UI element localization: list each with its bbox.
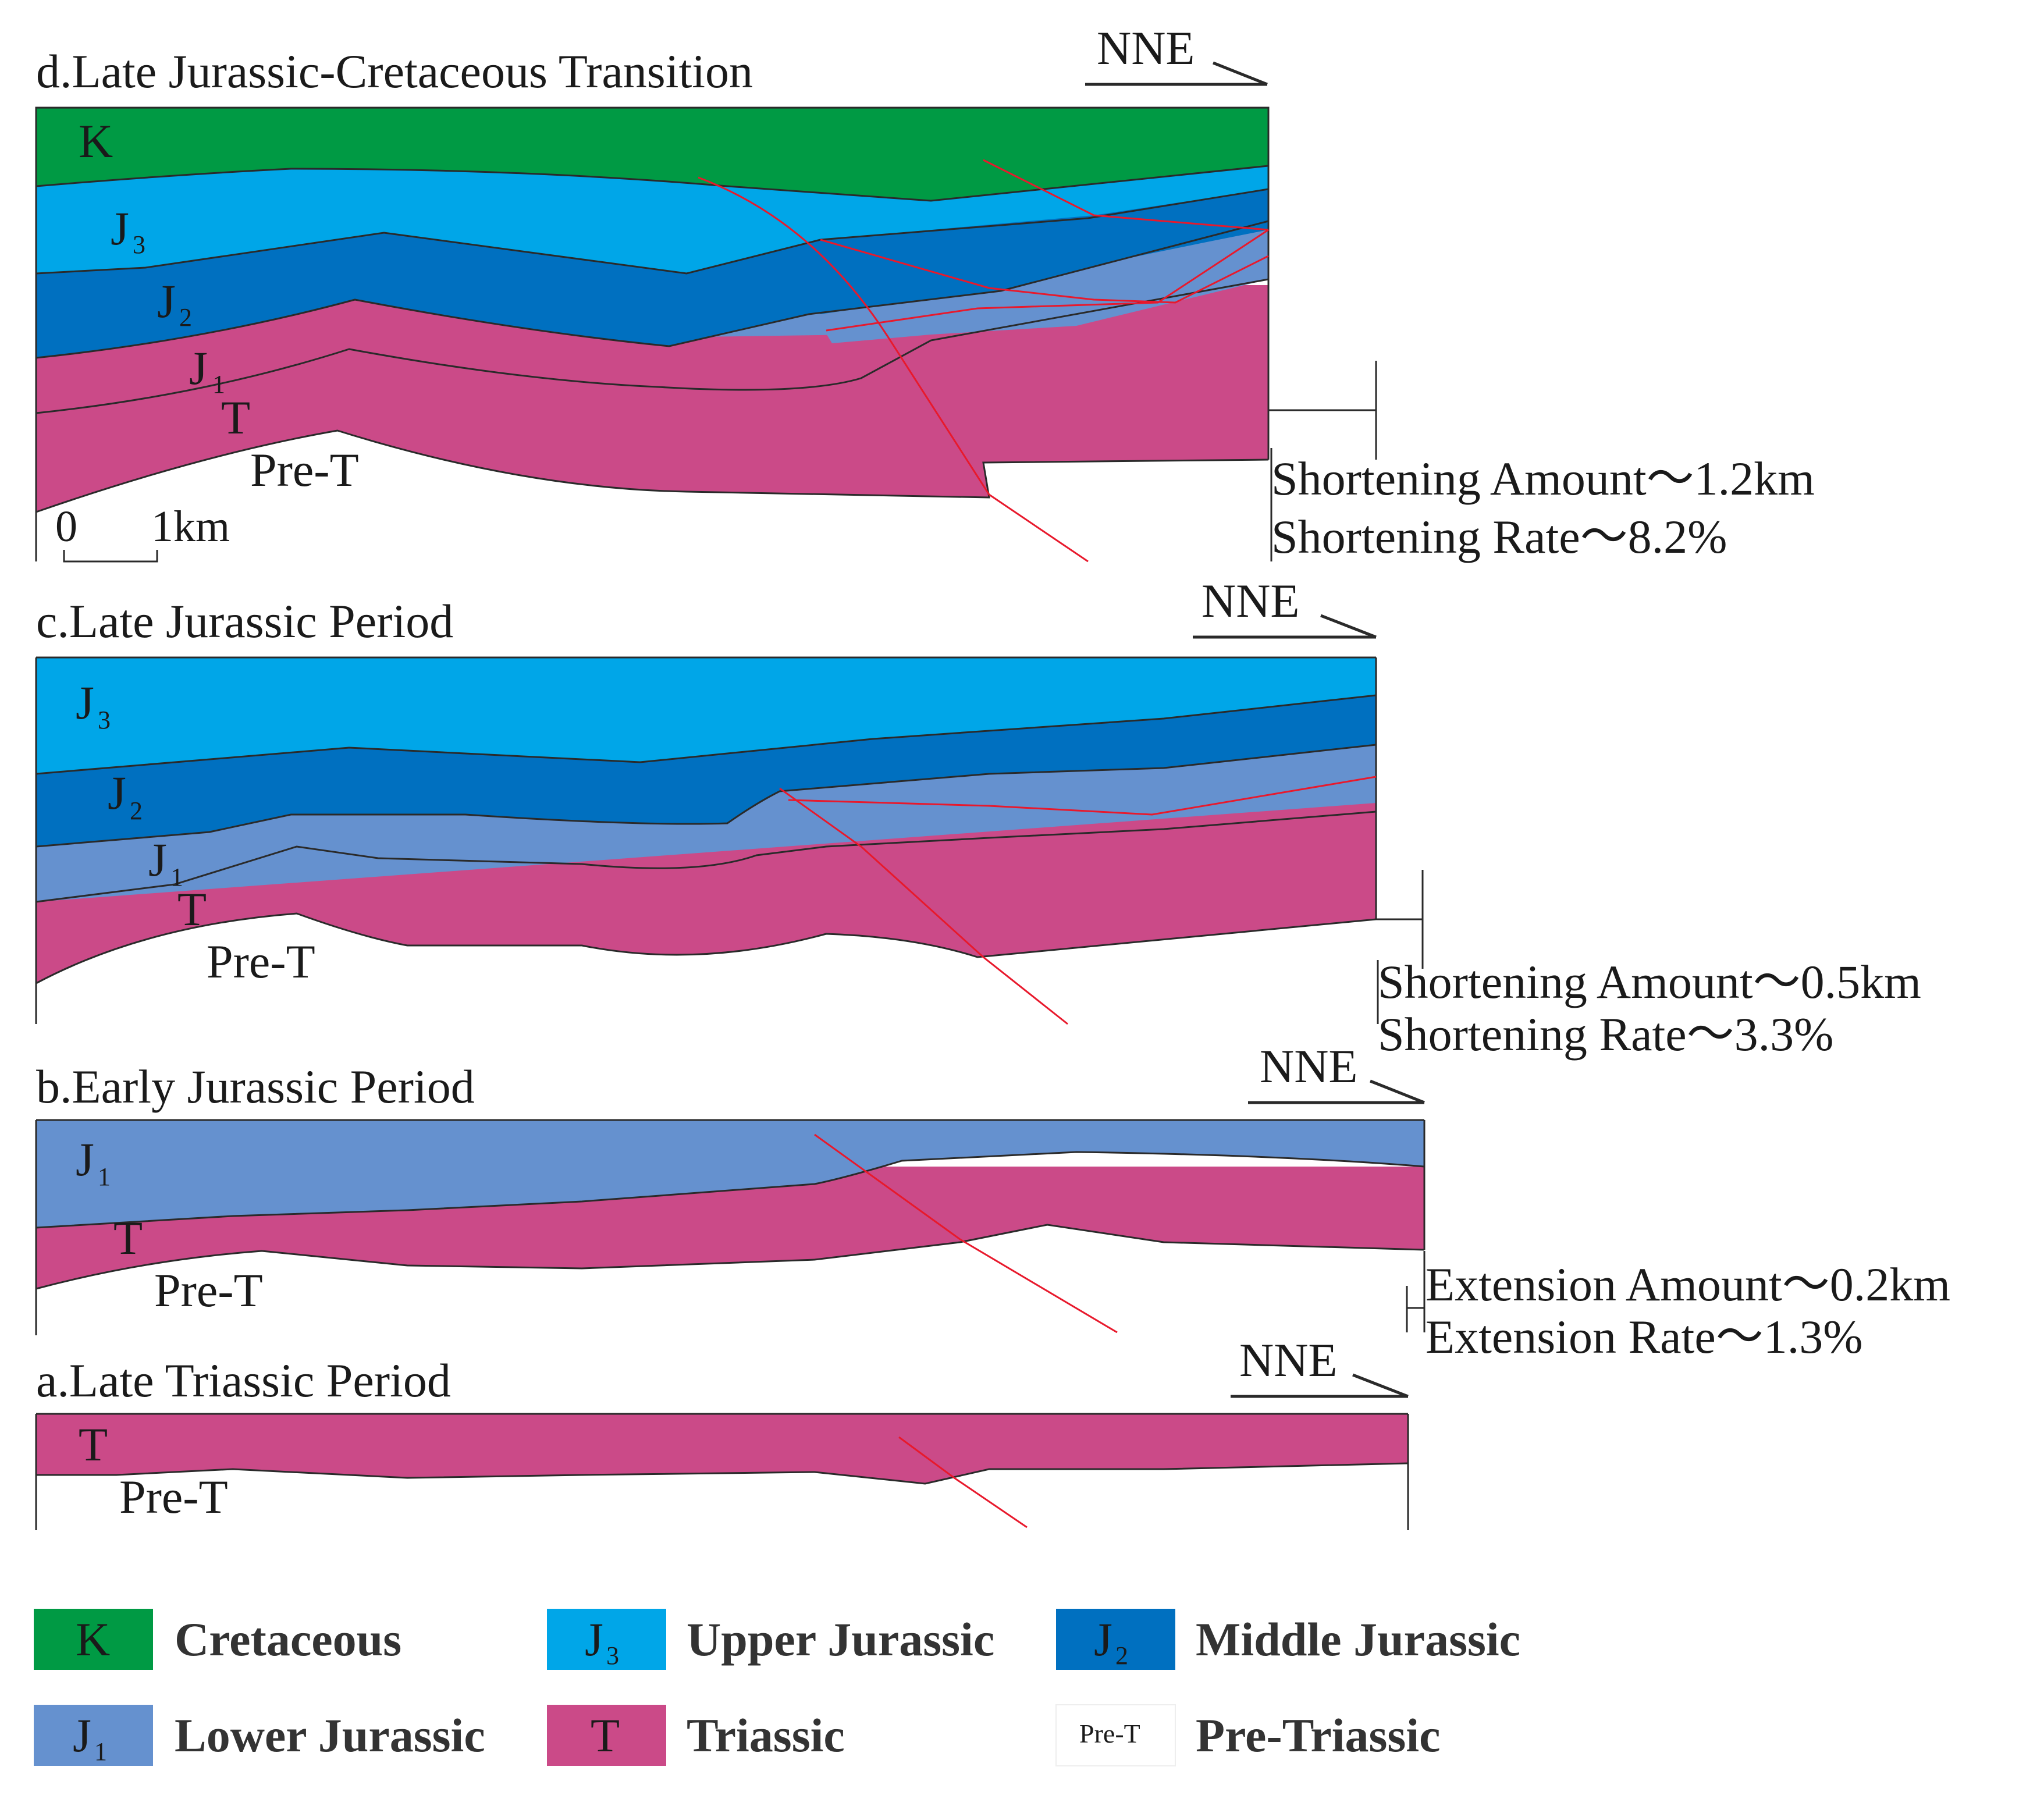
label-pret-c: Pre-T	[207, 935, 315, 988]
direction-arrow-c: NNE	[1193, 574, 1376, 637]
label-j2-d: J	[157, 275, 176, 328]
direction-label-b: NNE	[1260, 1040, 1358, 1093]
scale-one: 1km	[151, 502, 230, 551]
label-j3-d: J	[111, 202, 129, 255]
direction-label-a: NNE	[1239, 1334, 1338, 1387]
direction-arrow-a: NNE	[1231, 1334, 1408, 1396]
panel-d: d.Late Jurassic-Cretaceous Transition NN…	[36, 22, 1815, 563]
label-t-b: T	[113, 1211, 143, 1264]
legend-name-cretaceous: Cretaceous	[175, 1613, 401, 1666]
label-j3-sub-c: 3	[98, 706, 111, 734]
panel-b-title: b.Early Jurassic Period	[36, 1060, 475, 1113]
label-j1-b: J	[76, 1133, 94, 1186]
direction-arrow-d: NNE	[1085, 22, 1267, 84]
legend-sub-upper-jurassic: 3	[606, 1641, 619, 1670]
label-k-d: K	[79, 115, 113, 168]
label-t-c: T	[177, 883, 207, 936]
label-j1-c: J	[148, 833, 167, 886]
panel-c-title: c.Late Jurassic Period	[36, 595, 453, 648]
legend-name-lower-jurassic: Lower Jurassic	[175, 1709, 485, 1762]
extension-rate-b: Extension Rate～1.3%	[1426, 1310, 1863, 1363]
legend-swatch-lower-jurassic	[34, 1705, 153, 1766]
measure-bracket-b	[1407, 1251, 1424, 1332]
extension-amount-b: Extension Amount～0.2km	[1426, 1258, 1950, 1311]
direction-head-b	[1370, 1081, 1424, 1103]
panel-c: c.Late Jurassic Period NNE J 3 J 2 J 1 T…	[36, 574, 1921, 1061]
direction-label-c: NNE	[1201, 574, 1300, 627]
direction-head-c	[1321, 616, 1376, 637]
shortening-rate-d: Shortening Rate～8.2%	[1271, 510, 1727, 563]
legend-name-middle-jurassic: Middle Jurassic	[1196, 1613, 1520, 1666]
legend-item-triassic: T Triassic	[547, 1705, 845, 1766]
shortening-amount-d: Shortening Amount～1.2km	[1271, 452, 1815, 505]
legend: K Cretaceous J 3 Upper Jurassic J 2 Midd…	[34, 1609, 1520, 1766]
legend-item-cretaceous: K Cretaceous	[34, 1609, 401, 1670]
label-j1-sub-b: 1	[98, 1162, 111, 1191]
panel-b: b.Early Jurassic Period NNE J 1 T Pre-T …	[36, 1040, 1950, 1363]
legend-symbol-middle-jurassic: J	[1094, 1613, 1112, 1666]
scale-zero: 0	[55, 502, 77, 551]
legend-name-triassic: Triassic	[687, 1709, 845, 1762]
panel-d-title: d.Late Jurassic-Cretaceous Transition	[36, 45, 753, 98]
legend-symbol-lower-jurassic: J	[73, 1709, 91, 1762]
direction-head-a	[1353, 1375, 1408, 1396]
legend-symbol-triassic: T	[591, 1709, 620, 1762]
legend-item-middle-jurassic: J 2 Middle Jurassic	[1056, 1609, 1520, 1670]
legend-name-upper-jurassic: Upper Jurassic	[687, 1613, 994, 1666]
legend-symbol-cretaceous: K	[76, 1613, 110, 1666]
panel-a-title: a.Late Triassic Period	[36, 1354, 451, 1407]
label-pret-d: Pre-T	[250, 443, 359, 496]
shortening-amount-c: Shortening Amount～0.5km	[1378, 955, 1921, 1008]
label-pret-a: Pre-T	[119, 1470, 228, 1523]
legend-sub-lower-jurassic: 1	[94, 1737, 107, 1766]
label-j2-c: J	[108, 766, 126, 819]
scale-bar	[64, 550, 157, 561]
shortening-rate-c: Shortening Rate～3.3%	[1378, 1008, 1833, 1061]
label-j1-d: J	[189, 342, 208, 394]
label-j3-c: J	[76, 676, 94, 729]
label-j2-sub-c: 2	[130, 797, 143, 825]
legend-item-pre-triassic: Pre-T Pre-Triassic	[1056, 1705, 1441, 1766]
label-t-a: T	[79, 1418, 108, 1471]
legend-symbol-upper-jurassic: J	[585, 1613, 603, 1666]
panel-a: a.Late Triassic Period NNE T Pre-T	[36, 1334, 1408, 1530]
direction-label-d: NNE	[1097, 22, 1195, 74]
legend-item-upper-jurassic: J 3 Upper Jurassic	[547, 1609, 994, 1670]
label-j2-sub-d: 2	[179, 303, 192, 332]
label-j3-sub-d: 3	[133, 230, 145, 259]
direction-head-d	[1213, 63, 1267, 84]
legend-name-pre-triassic: Pre-Triassic	[1196, 1709, 1441, 1762]
legend-sub-middle-jurassic: 2	[1115, 1641, 1128, 1670]
label-pret-b: Pre-T	[154, 1264, 263, 1317]
legend-symbol-pre-triassic: Pre-T	[1079, 1719, 1140, 1748]
legend-item-lower-jurassic: J 1 Lower Jurassic	[34, 1705, 485, 1766]
label-t-d: T	[221, 391, 250, 444]
